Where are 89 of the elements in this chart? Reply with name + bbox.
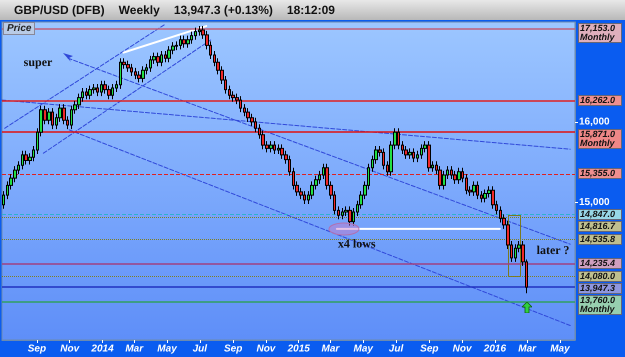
candlestick	[141, 66, 145, 83]
x-tick-label: Sep	[28, 344, 46, 354]
candlestick	[476, 180, 479, 200]
candlestick	[412, 148, 415, 163]
candlestick	[21, 150, 24, 170]
annotation: super	[24, 55, 54, 69]
candlestick	[457, 167, 461, 184]
candlestick	[96, 83, 99, 97]
candlestick	[273, 140, 276, 155]
x-tick-label: 2015	[286, 344, 310, 354]
ref-line-label: 14,535.8	[578, 234, 622, 246]
x-tick-label: Nov	[452, 344, 473, 354]
candlestick	[130, 63, 133, 76]
candlestick	[341, 207, 344, 220]
candlestick	[126, 60, 130, 72]
candlestick	[47, 108, 51, 125]
candlestick	[111, 83, 114, 100]
y-tick-label: 16,000	[579, 116, 610, 128]
text: 13,947.3 (+0.13%)	[174, 3, 273, 17]
candlestick	[483, 188, 487, 203]
x-tick-label: Nov	[60, 344, 81, 354]
x-tick-label: Jul	[388, 344, 404, 354]
candlestick	[137, 70, 141, 83]
ref-line-label: 13,760.0 Monthly	[578, 294, 622, 315]
candlestick	[107, 85, 111, 100]
ref-line-label: 14,847.0	[578, 209, 622, 220]
candlestick	[194, 27, 197, 40]
candlestick	[427, 140, 431, 172]
x-tick-label: Mar	[322, 344, 340, 354]
candlestick	[186, 35, 190, 48]
chart-title: GBP/USD (DFB)	[14, 3, 105, 17]
x-tick-label: May	[353, 344, 374, 354]
ref-line-label: 17,153.0 Monthly	[578, 23, 622, 43]
ref-line-label: 15,355.0	[578, 168, 622, 180]
x-tick-label: 2016	[482, 344, 506, 354]
candlestick	[397, 128, 400, 150]
candlestick	[404, 145, 408, 160]
ref-line-label: 14,816.7	[578, 221, 622, 232]
candlestick	[179, 35, 182, 50]
candlestick	[408, 148, 412, 160]
ref-line-label: 14,080.0	[578, 270, 622, 282]
ref-line-label: 14,235.4	[578, 258, 622, 270]
x-tick-label: Mar	[125, 344, 144, 354]
candlestick	[190, 31, 193, 44]
x-tick-label: Mar	[518, 344, 538, 354]
ref-line-label: 16,262.0	[578, 95, 622, 106]
candlestick	[160, 50, 163, 67]
candlestick	[100, 80, 103, 97]
candlestick	[182, 35, 186, 48]
candlestick	[239, 96, 242, 113]
candlestick	[269, 140, 273, 153]
candlestick	[198, 26, 201, 36]
candlestick	[348, 206, 352, 226]
ref-line-label: 15,871.0 Monthly	[578, 128, 622, 149]
candlestick	[167, 46, 171, 63]
y-axis-title: Price	[3, 22, 36, 35]
candlestick	[514, 244, 517, 262]
candlestick	[62, 104, 66, 125]
text: Weekly	[118, 3, 160, 17]
candlestick	[51, 108, 54, 130]
candlestick	[149, 55, 152, 72]
candlestick	[164, 50, 167, 63]
annotation: x4 lows	[338, 236, 376, 250]
ref-line-label: 13,947.3	[578, 282, 622, 294]
candlestick	[277, 144, 280, 155]
y-tick-label: 15,000	[579, 196, 610, 208]
candlestick	[472, 180, 476, 196]
candlestick	[438, 166, 442, 190]
x-tick-label: Nov	[256, 344, 277, 354]
x-tick-label: Sep	[420, 344, 439, 354]
x-tick-label: Sep	[224, 344, 242, 354]
annotation: later ?	[536, 243, 570, 257]
candlestick	[280, 144, 284, 160]
candlestick	[420, 144, 423, 160]
candlestick	[246, 108, 250, 122]
x-tick-label: 2014	[90, 344, 114, 354]
candlestick	[85, 88, 88, 100]
x-tick-label: May	[157, 344, 178, 354]
candlestick	[453, 170, 457, 184]
candlestick	[119, 58, 122, 90]
x-tick-label: May	[550, 344, 570, 354]
x-tick-label: Jul	[192, 344, 208, 354]
candlestick	[303, 190, 306, 204]
candlestick	[156, 52, 160, 67]
text: 18:12:09	[286, 3, 335, 17]
candlestick	[88, 85, 92, 100]
candlestick	[442, 170, 446, 190]
candlestick	[70, 105, 73, 130]
candlestick	[134, 67, 137, 80]
